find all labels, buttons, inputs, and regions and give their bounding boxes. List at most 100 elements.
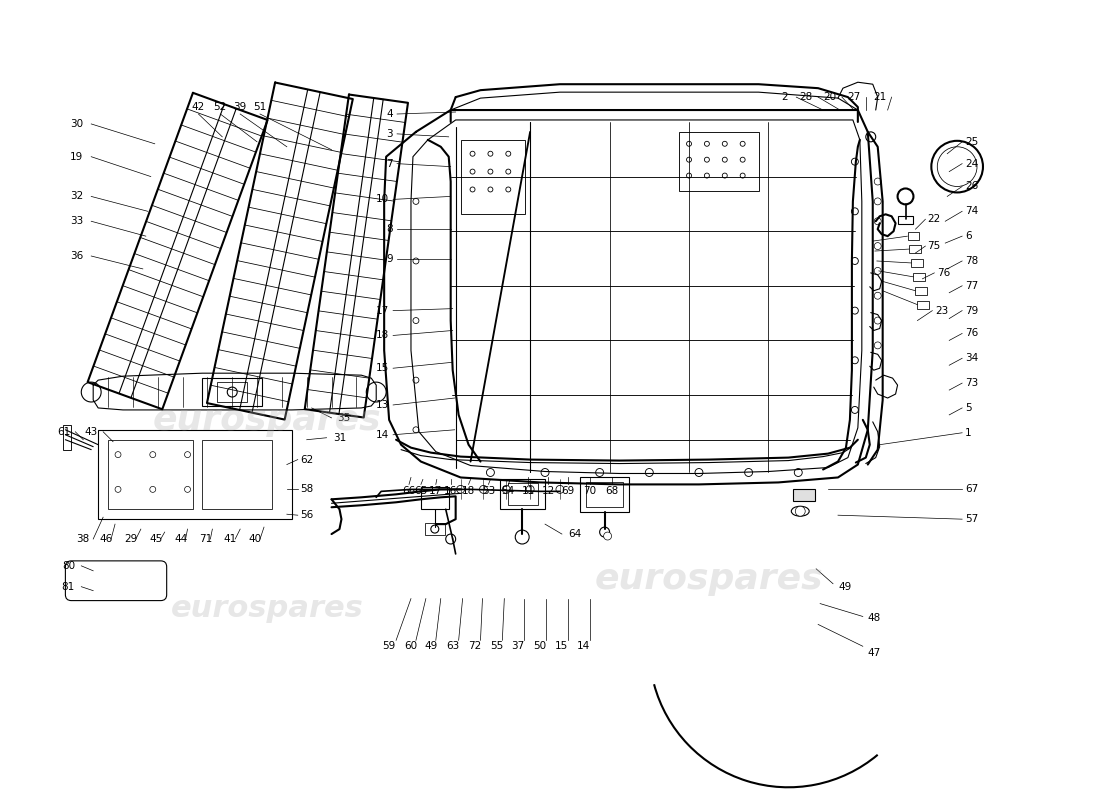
Text: 79: 79: [965, 306, 978, 316]
Text: 6: 6: [965, 231, 971, 241]
Circle shape: [795, 506, 805, 516]
Text: 26: 26: [965, 182, 978, 191]
Circle shape: [851, 307, 858, 314]
Text: 71: 71: [199, 534, 212, 544]
Text: 23: 23: [935, 306, 948, 316]
Text: eurospares: eurospares: [170, 594, 363, 623]
Text: 4: 4: [386, 109, 393, 119]
Circle shape: [503, 486, 510, 494]
Text: 29: 29: [124, 534, 138, 544]
Circle shape: [851, 406, 858, 414]
Circle shape: [412, 198, 419, 204]
Text: 32: 32: [69, 191, 82, 202]
Text: 66: 66: [403, 486, 416, 496]
Text: 76: 76: [965, 329, 978, 338]
Circle shape: [851, 357, 858, 364]
Text: 76: 76: [937, 268, 950, 278]
Circle shape: [704, 142, 710, 146]
Text: 56: 56: [300, 510, 313, 520]
Text: 63: 63: [447, 642, 460, 651]
Circle shape: [456, 486, 464, 494]
Text: 18: 18: [462, 486, 475, 496]
Bar: [679, 132, 759, 191]
Circle shape: [723, 142, 727, 146]
Circle shape: [488, 187, 493, 192]
Text: 55: 55: [490, 642, 503, 651]
Circle shape: [740, 142, 745, 146]
Text: 44: 44: [174, 534, 187, 544]
Bar: [64, 425, 72, 450]
Text: 61: 61: [57, 426, 70, 437]
Text: 22: 22: [927, 214, 940, 224]
Text: 42: 42: [191, 102, 205, 112]
Text: 45: 45: [150, 534, 163, 544]
Text: 15: 15: [376, 363, 389, 374]
Text: 51: 51: [253, 102, 266, 112]
Text: 58: 58: [300, 484, 313, 494]
Bar: [585, 482, 624, 507]
Circle shape: [874, 342, 881, 349]
Circle shape: [874, 292, 881, 299]
Bar: [421, 487, 449, 510]
Bar: [108, 440, 192, 510]
Text: 9: 9: [386, 254, 393, 264]
Text: 35: 35: [337, 413, 350, 423]
Circle shape: [526, 486, 535, 494]
Bar: [98, 430, 292, 519]
Text: 14: 14: [376, 430, 389, 440]
Text: 37: 37: [512, 642, 525, 651]
Circle shape: [704, 157, 710, 162]
Text: 28: 28: [800, 92, 813, 102]
Circle shape: [515, 530, 529, 544]
Text: 39: 39: [233, 102, 246, 112]
Text: 10: 10: [376, 194, 389, 205]
Bar: [917, 301, 930, 309]
Text: 74: 74: [965, 206, 978, 216]
Circle shape: [937, 146, 977, 186]
Circle shape: [412, 377, 419, 383]
Text: 19: 19: [69, 152, 82, 162]
Text: 14: 14: [578, 642, 591, 651]
Circle shape: [366, 382, 386, 402]
Circle shape: [412, 258, 419, 264]
Text: 70: 70: [583, 486, 596, 496]
Text: 30: 30: [69, 119, 82, 129]
Text: 69: 69: [561, 486, 574, 496]
Text: 17: 17: [376, 306, 389, 316]
Text: 78: 78: [965, 256, 978, 266]
Text: 5: 5: [965, 403, 971, 413]
Text: 43: 43: [85, 426, 98, 437]
Bar: [915, 286, 927, 294]
Circle shape: [686, 157, 692, 162]
Circle shape: [470, 151, 475, 156]
Circle shape: [874, 198, 881, 205]
Circle shape: [81, 382, 101, 402]
Circle shape: [596, 469, 604, 477]
Circle shape: [851, 258, 858, 265]
Circle shape: [488, 151, 493, 156]
Circle shape: [851, 158, 858, 165]
Bar: [910, 245, 922, 253]
Text: 81: 81: [62, 582, 75, 592]
Circle shape: [604, 532, 612, 540]
Bar: [913, 273, 925, 281]
Text: 57: 57: [965, 514, 978, 524]
Text: 75: 75: [927, 241, 940, 251]
Circle shape: [480, 486, 487, 494]
Circle shape: [740, 173, 745, 178]
Text: 7: 7: [386, 158, 393, 169]
Text: 49: 49: [425, 642, 438, 651]
Text: 25: 25: [965, 137, 978, 147]
Bar: [425, 523, 444, 535]
Text: eurospares: eurospares: [153, 403, 382, 437]
Text: 54: 54: [502, 486, 515, 496]
Circle shape: [794, 469, 802, 477]
Bar: [218, 382, 248, 402]
Bar: [202, 440, 272, 510]
Circle shape: [798, 508, 803, 514]
Circle shape: [506, 187, 510, 192]
Circle shape: [723, 173, 727, 178]
Text: 48: 48: [868, 614, 881, 623]
Text: 40: 40: [249, 534, 262, 544]
Bar: [793, 490, 815, 502]
